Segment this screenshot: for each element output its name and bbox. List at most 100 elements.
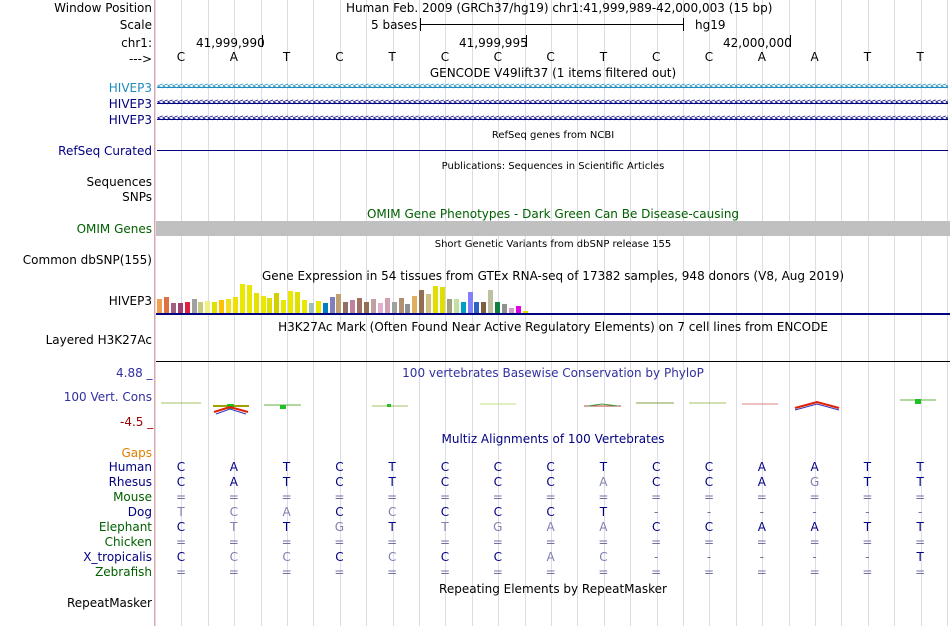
gtex-tissue-bar[interactable] <box>301 300 307 313</box>
gtex-tissue-bar[interactable] <box>419 290 425 313</box>
repeatmasker-title[interactable]: Repeating Elements by RepeatMasker <box>439 582 667 596</box>
gtex-tissue-bar[interactable] <box>191 299 197 313</box>
gtex-tissue-bar[interactable] <box>357 298 363 313</box>
gtex-tissue-bar[interactable] <box>219 300 225 313</box>
species-label-elephant[interactable]: Elephant <box>98 520 152 534</box>
gtex-tissue-bar[interactable] <box>481 302 487 313</box>
gencode-label-3[interactable]: HIVEP3 <box>108 113 152 127</box>
dbsnp-title[interactable]: Short Genetic Variants from dbSNP releas… <box>434 239 672 250</box>
aligned-base: T <box>916 520 924 534</box>
gtex-tissue-bar[interactable] <box>474 302 480 313</box>
gtex-tissue-bar[interactable] <box>184 302 190 313</box>
gencode-transcript-2[interactable]: <<<<<<<<<<<<<<<<<<<<<<<<<<<<<<<<<<<<<<<<… <box>157 97 948 108</box>
gtex-tissue-bar[interactable] <box>253 293 259 313</box>
scale-label: Scale <box>119 18 152 32</box>
gtex-tissue-bar[interactable] <box>336 294 342 313</box>
gtex-tissue-bar[interactable] <box>446 299 452 313</box>
reference-base: A <box>757 50 766 64</box>
gtex-tissue-bar[interactable] <box>495 302 501 313</box>
gtex-tissue-bar[interactable] <box>391 302 397 313</box>
gtex-tissue-bar[interactable] <box>343 302 349 313</box>
gtex-tissue-bar[interactable] <box>377 303 383 313</box>
gtex-tissue-bar[interactable] <box>364 302 369 313</box>
gencode-title[interactable]: GENCODE V49lift37 (1 items filtered out) <box>429 66 677 80</box>
gtex-tissue-bar[interactable] <box>226 299 231 313</box>
gtex-tissue-bar[interactable] <box>439 287 445 313</box>
gtex-tissue-bar[interactable] <box>453 299 459 313</box>
gaps-label[interactable]: Gaps <box>121 446 152 460</box>
gtex-tissue-bar[interactable] <box>433 286 438 313</box>
gtex-tissue-bar[interactable] <box>370 299 376 313</box>
gencode-transcript-1[interactable]: <<<<<<<<<<<<<<<<<<<<<<<<<<<<<<<<<<<<<<<<… <box>157 81 948 92</box>
gtex-tissue-bar[interactable] <box>157 299 162 313</box>
gtex-tissue-bar[interactable] <box>198 302 204 313</box>
gtex-tissue-bar[interactable] <box>212 302 218 313</box>
gtex-label[interactable]: HIVEP3 <box>108 294 152 308</box>
refseq-gene-line[interactable] <box>157 150 948 151</box>
aligned-base: T <box>282 520 291 534</box>
gtex-tissue-bar[interactable] <box>163 297 169 313</box>
aligned-base: = <box>545 565 556 579</box>
gtex-tissue-bar[interactable] <box>398 298 404 313</box>
gtex-tissue-bar[interactable] <box>322 303 328 313</box>
gencode-label-1[interactable]: HIVEP3 <box>108 81 152 95</box>
h3k27ac-label[interactable]: Layered H3K27Ac <box>45 333 152 347</box>
omim-title[interactable]: OMIM Gene Phenotypes - Dark Green Can Be… <box>366 207 740 221</box>
aligned-base: = <box>862 535 873 549</box>
sequences-label[interactable]: Sequences <box>86 175 152 189</box>
gtex-tissue-bar[interactable] <box>274 293 280 313</box>
gtex-tissue-bar[interactable] <box>205 301 211 313</box>
gtex-tissue-bar[interactable] <box>488 290 494 313</box>
dbsnp-label[interactable]: Common dbSNP(155) <box>22 253 152 267</box>
omim-gene-bar[interactable] <box>156 221 950 236</box>
gtex-tissue-bar[interactable] <box>232 297 238 313</box>
snps-label[interactable]: SNPs <box>122 190 152 204</box>
gencode-transcript-3[interactable]: <<<<<<<<<<<<<<<<<<<<<<<<<<<<<<<<<<<<<<<<… <box>157 113 948 124</box>
species-label-rhesus[interactable]: Rhesus <box>108 475 152 489</box>
gtex-tissue-bar[interactable] <box>467 292 473 313</box>
gtex-tissue-bar[interactable] <box>502 304 507 313</box>
gtex-tissue-bar[interactable] <box>239 284 245 313</box>
gtex-tissue-bar[interactable] <box>522 311 528 313</box>
refseq-label[interactable]: RefSeq Curated <box>58 144 152 158</box>
omim-label[interactable]: OMIM Genes <box>76 222 152 236</box>
gtex-tissue-bar[interactable] <box>170 303 176 313</box>
gtex-tissue-bar[interactable] <box>460 302 466 313</box>
aligned-base: T <box>599 460 608 474</box>
conservation-label[interactable]: 100 Vert. Cons <box>63 390 152 404</box>
gtex-tissue-bar[interactable] <box>315 301 321 313</box>
repeatmasker-label[interactable]: RepeatMasker <box>66 596 152 610</box>
conservation-title[interactable]: 100 vertebrates Basewise Conservation by… <box>402 366 704 380</box>
species-label-zebrafish[interactable]: Zebrafish <box>95 565 152 579</box>
gtex-title[interactable]: Gene Expression in 54 tissues from GTEx … <box>261 269 845 283</box>
gtex-tissue-bar[interactable] <box>350 300 356 313</box>
gtex-tissue-bar[interactable] <box>426 294 432 313</box>
refseq-title[interactable]: RefSeq genes from NCBI <box>491 130 615 141</box>
aligned-base: T <box>388 475 396 489</box>
gtex-tissue-bar[interactable] <box>384 298 390 313</box>
species-label-chicken[interactable]: Chicken <box>104 535 152 549</box>
gtex-tissue-bar[interactable] <box>177 303 183 313</box>
multiz-title[interactable]: Multiz Alignments of 100 Vertebrates <box>441 432 665 446</box>
gtex-tissue-bar[interactable] <box>281 300 287 313</box>
species-label-dog[interactable]: Dog <box>127 505 152 519</box>
h3k27ac-title[interactable]: H3K27Ac Mark (Often Found Near Active Re… <box>278 320 828 334</box>
gtex-tissue-bar[interactable] <box>508 308 514 313</box>
gtex-tissue-bar[interactable] <box>308 303 314 313</box>
gtex-tissue-bar[interactable] <box>288 291 294 313</box>
species-label-mouse[interactable]: Mouse <box>113 490 152 504</box>
aligned-base: C <box>704 520 714 534</box>
species-label-human[interactable]: Human <box>108 460 152 474</box>
publications-title[interactable]: Publications: Sequences in Scientific Ar… <box>441 161 665 172</box>
gtex-tissue-bar[interactable] <box>295 292 300 313</box>
gtex-tissue-bar[interactable] <box>246 285 252 313</box>
gtex-tissue-bar[interactable] <box>267 298 273 313</box>
gtex-tissue-bar[interactable] <box>412 296 418 313</box>
gtex-tissue-bar[interactable] <box>260 296 266 313</box>
species-label-x_tropicalis[interactable]: X_tropicalis <box>83 550 152 564</box>
conservation-graph[interactable] <box>156 392 950 418</box>
gtex-tissue-bar[interactable] <box>515 306 521 313</box>
gencode-label-2[interactable]: HIVEP3 <box>108 97 152 111</box>
gtex-tissue-bar[interactable] <box>329 297 335 313</box>
gtex-tissue-bar[interactable] <box>405 304 411 313</box>
